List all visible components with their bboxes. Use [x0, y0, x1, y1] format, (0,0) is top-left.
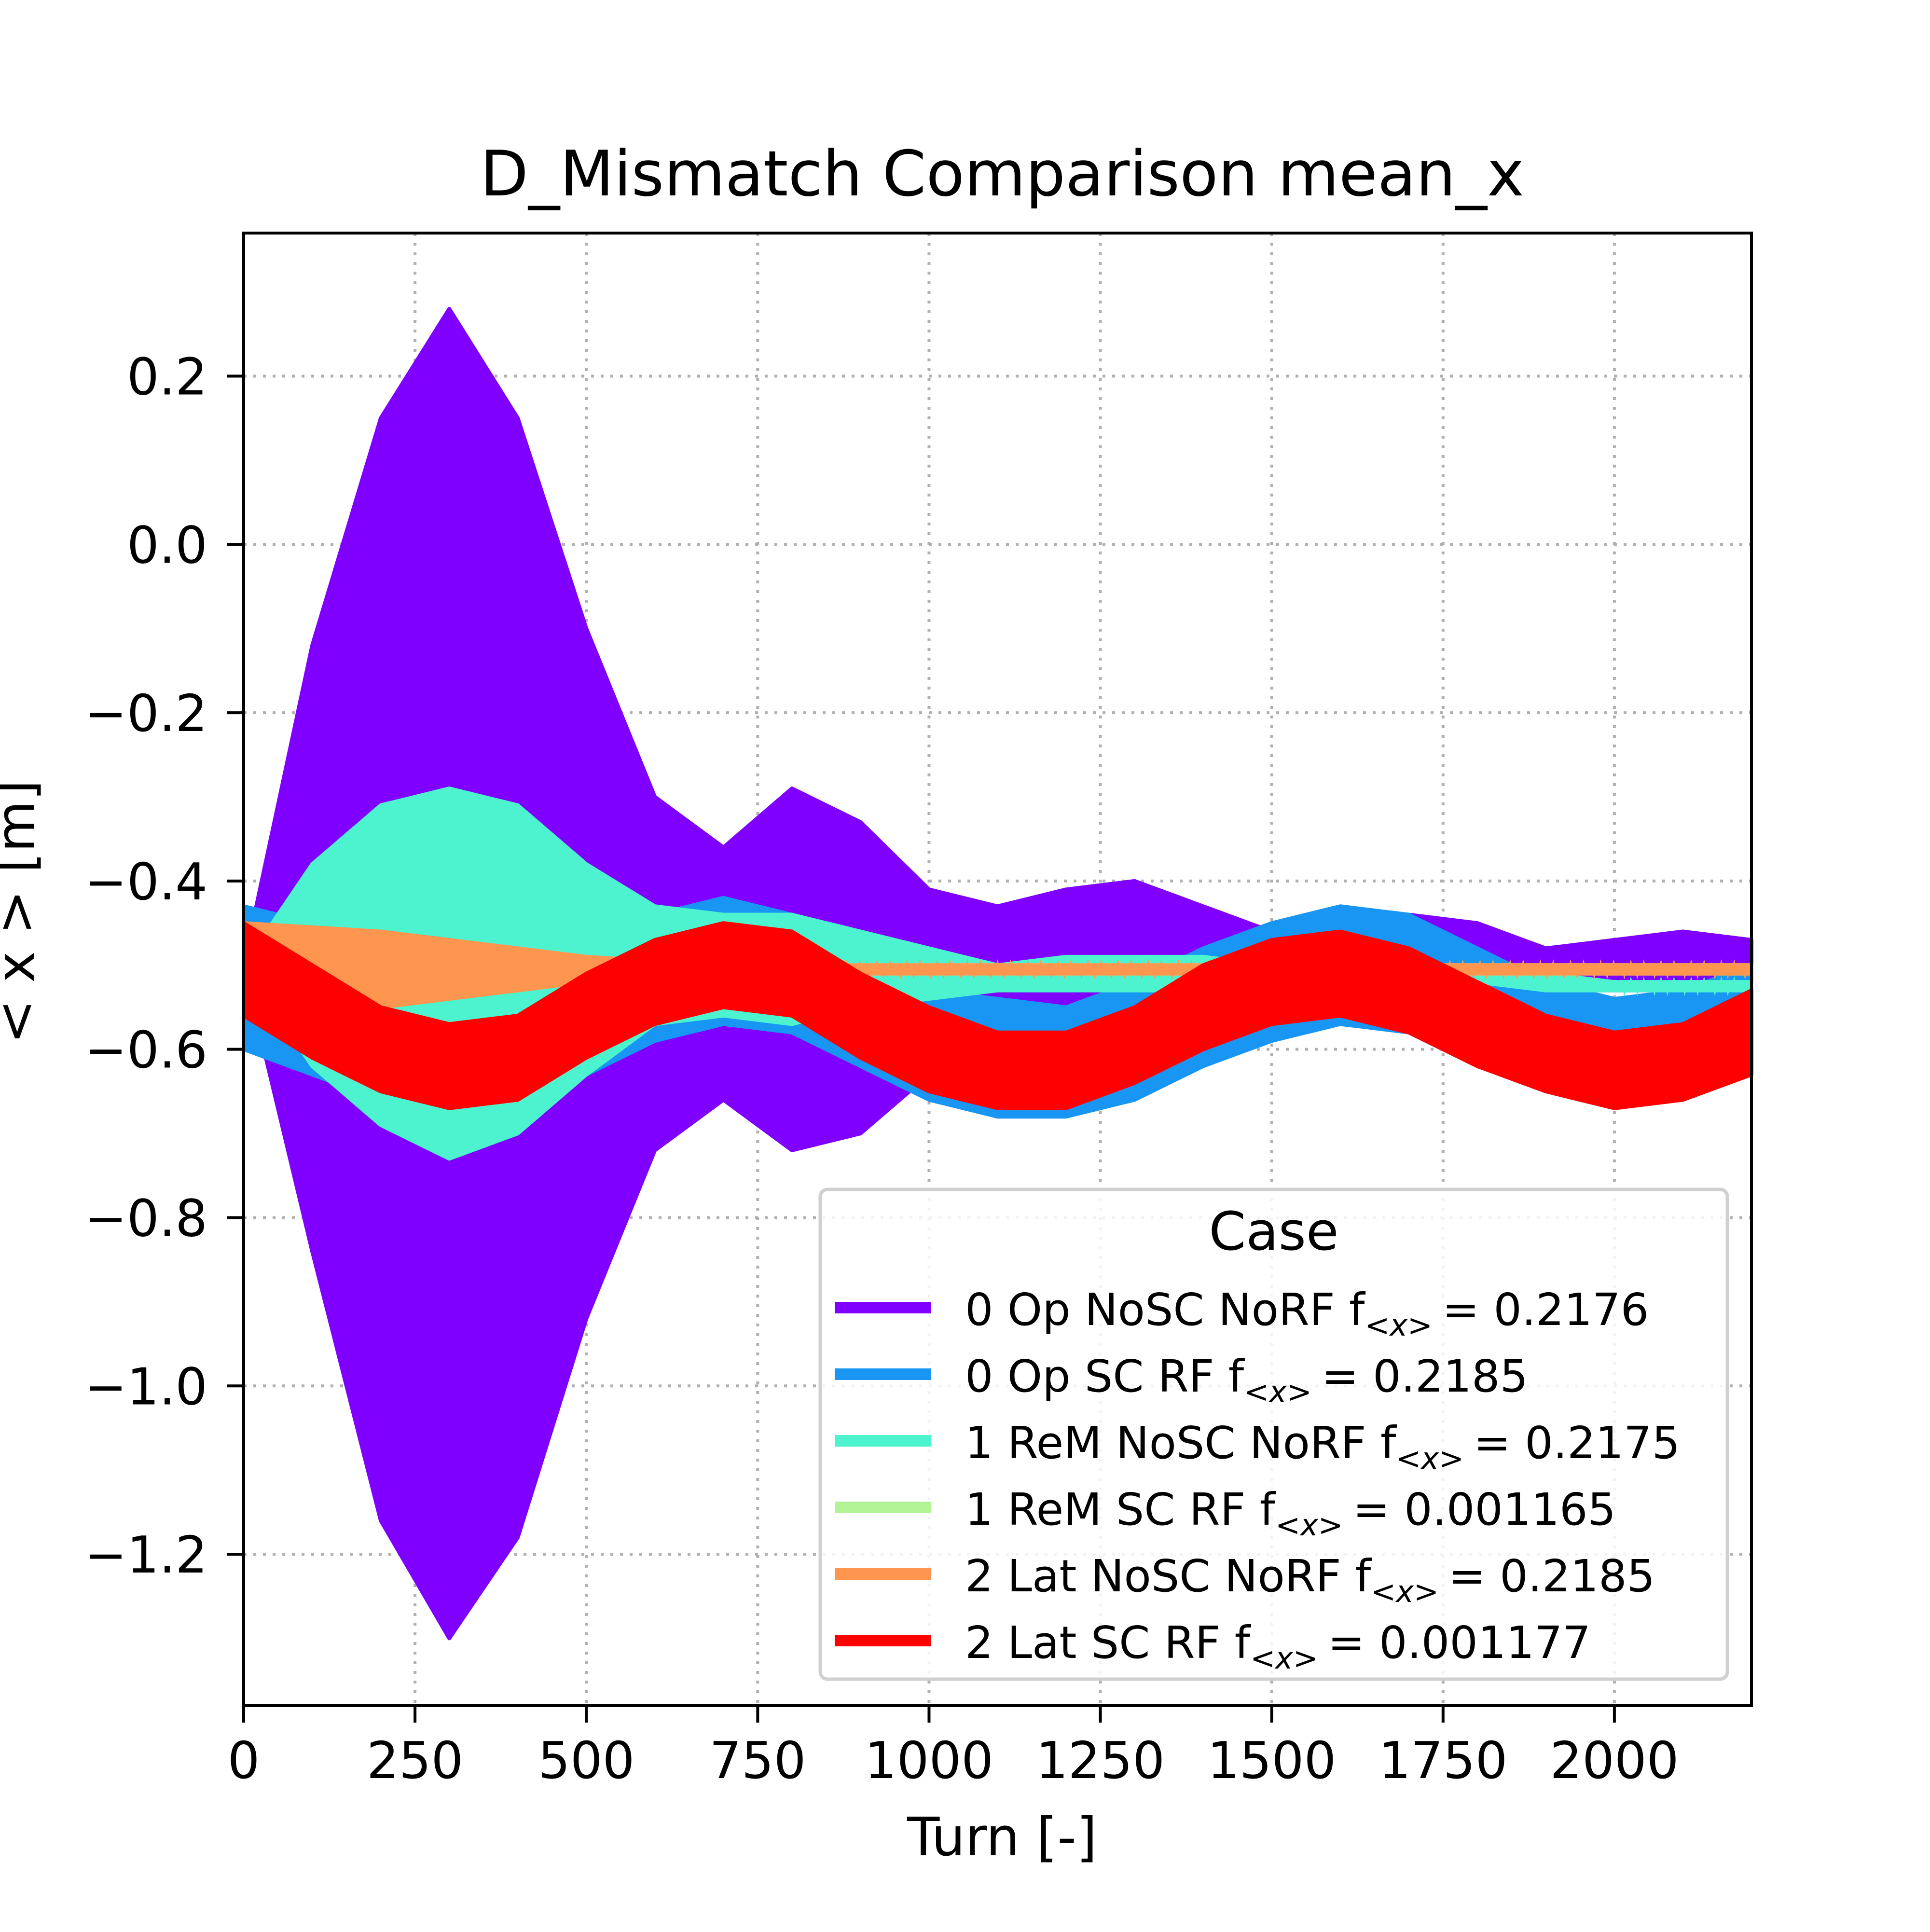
legend-label: 1 ReM NoSC NoRF f<x> = 0.2175 [965, 1417, 1680, 1476]
y-tick-label: −1.2 [84, 1526, 207, 1585]
legend-label-value: = 0.2185 [1448, 1550, 1655, 1602]
x-tick-label: 2000 [1550, 1731, 1679, 1790]
legend-entry: 1 ReM NoSC NoRF f<x> = 0.2175 [835, 1417, 1680, 1476]
legend-label-value: = 0.2175 [1474, 1417, 1680, 1469]
y-tick-label: −0.8 [84, 1189, 207, 1248]
y-tick-label: 0.0 [127, 516, 207, 575]
legend-entry: 0 Op SC RF f<x> = 0.2185 [835, 1351, 1528, 1409]
legend-label-prefix: 1 ReM SC RF f [965, 1484, 1277, 1535]
legend-entry: 1 ReM SC RF f<x> = 0.001165 [835, 1484, 1616, 1543]
y-tick-label: −0.6 [84, 1021, 207, 1080]
legend-entry: 2 Lat NoSC NoRF f<x> = 0.2185 [835, 1550, 1655, 1609]
x-tick-label: 1000 [865, 1731, 993, 1790]
legend-label-value: = 0.001165 [1353, 1484, 1616, 1535]
y-tick-label: −1.0 [84, 1357, 207, 1416]
x-tick-label: 1750 [1379, 1731, 1507, 1790]
legend-box [818, 1187, 1729, 1681]
legend-label-subscript: <x> [1396, 1441, 1464, 1476]
legend-entry: 0 Op NoSC NoRF f<x> = 0.2176 [835, 1284, 1649, 1343]
y-axis-label: < x > [m] [0, 780, 46, 1044]
series-line [242, 923, 1753, 1108]
legend-label-subscript: <x> [1371, 1574, 1439, 1609]
y-tick-label: 0.2 [127, 347, 207, 406]
legend-label-value: = 0.001177 [1328, 1617, 1591, 1669]
chart-title: D_Mismatch Comparison mean_x [480, 137, 1524, 210]
legend-label-prefix: 0 Op NoSC NoRF f [965, 1284, 1366, 1336]
legend-label: 0 Op SC RF f<x> = 0.2185 [965, 1351, 1528, 1409]
axes: 0 250 500 750 1000 1250 1500 1750 2000 0.2 0.0 −0.2… [84, 232, 1753, 1790]
legend-label-value: = 0.2176 [1442, 1284, 1649, 1336]
legend-label-prefix: 2 Lat NoSC NoRF f [965, 1550, 1372, 1602]
x-tick-label: 750 [709, 1731, 806, 1790]
legend-label: 2 Lat NoSC NoRF f<x> = 0.2185 [965, 1550, 1655, 1609]
y-tick-label: −0.4 [84, 853, 207, 911]
x-axis-label: Turn [-] [907, 1806, 1097, 1868]
plot-frame [242, 232, 1753, 1707]
legend-label-prefix: 2 Lat SC RF f [965, 1617, 1252, 1669]
legend-label: 0 Op NoSC NoRF f<x> = 0.2176 [965, 1284, 1649, 1343]
series-layer [242, 306, 1753, 1641]
x-tick-label: 0 [228, 1731, 260, 1790]
legend-label: 2 Lat SC RF f<x> = 0.001177 [965, 1617, 1591, 1676]
legend-title: Case [1209, 1201, 1338, 1262]
legend-label-subscript: <x> [1275, 1507, 1343, 1543]
legend-label-prefix: 0 Op SC RF f [965, 1351, 1245, 1402]
y-tick-label: −0.2 [84, 684, 207, 743]
legend-label-value: = 0.2185 [1322, 1351, 1528, 1402]
legend-label-subscript: <x> [1244, 1374, 1312, 1409]
x-tick-label: 250 [367, 1731, 463, 1790]
legend-label-prefix: 1 ReM NoSC NoRF f [965, 1417, 1397, 1469]
x-tick-label: 500 [538, 1731, 634, 1790]
x-tick-label: 1250 [1036, 1731, 1165, 1790]
legend-entry: 2 Lat SC RF f<x> = 0.001177 [835, 1617, 1591, 1676]
legend-label-subscript: <x> [1250, 1641, 1318, 1676]
legend-label-subscript: <x> [1365, 1308, 1433, 1343]
legend-label: 1 ReM SC RF f<x> = 0.001165 [965, 1484, 1616, 1543]
series-line [242, 923, 1753, 1007]
x-tick-label: 1500 [1207, 1731, 1336, 1790]
